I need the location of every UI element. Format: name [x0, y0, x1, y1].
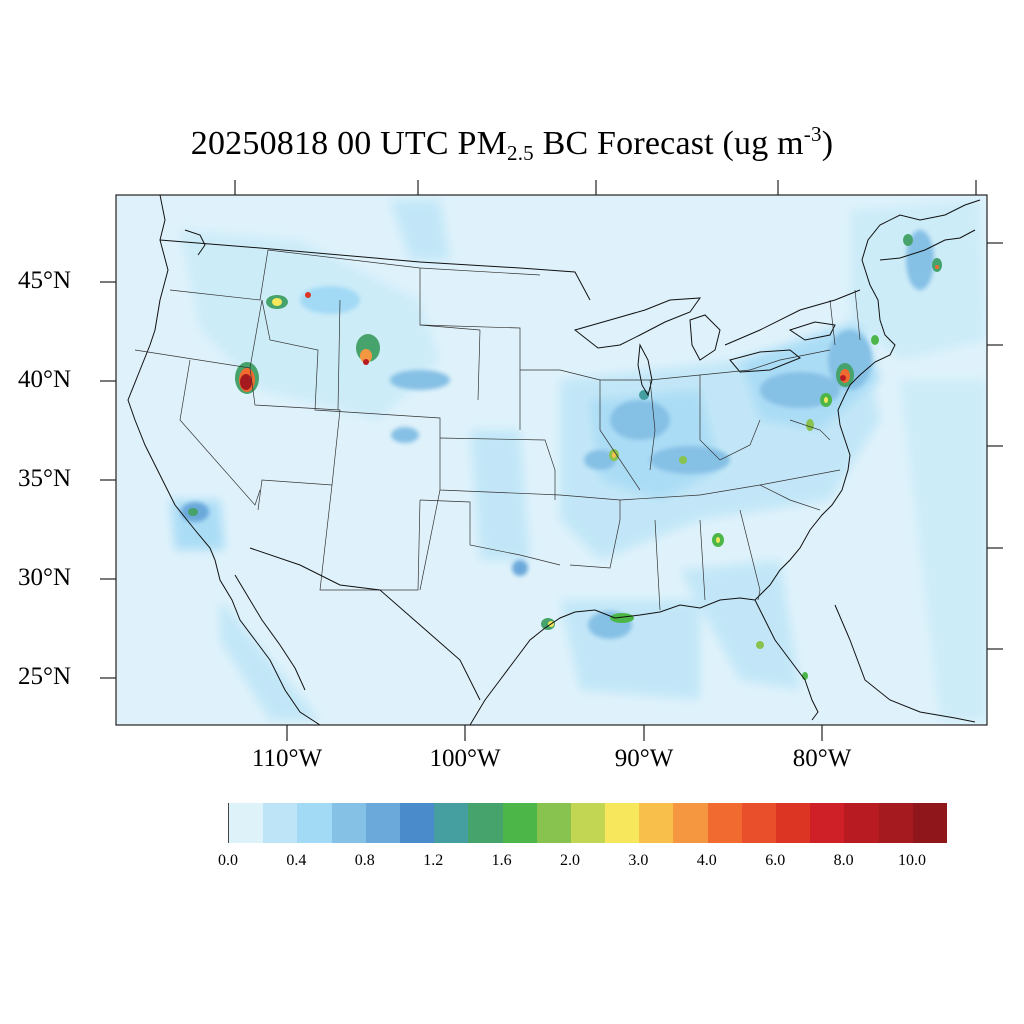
colorbar-label: 8.0 — [833, 852, 854, 869]
colorbar-label: 2.0 — [560, 852, 580, 869]
hotspot-markers — [188, 234, 942, 680]
colorbar-swatch-3 — [331, 803, 366, 843]
colorbar-swatch-1 — [263, 803, 298, 843]
colorbar-swatch-14 — [707, 803, 742, 843]
colorbar-swatch-11 — [605, 803, 640, 843]
lat-label-45: 45°N — [18, 267, 72, 294]
colorbar-swatch-18 — [844, 803, 879, 843]
colorbar-swatch-16 — [776, 803, 811, 843]
colorbar-swatch-7 — [468, 803, 503, 843]
colorbar-label: 10.0 — [898, 852, 926, 869]
colorbar-label: 3.0 — [628, 852, 649, 869]
colorbar-swatch-9 — [536, 803, 571, 843]
left-ticks — [100, 281, 116, 679]
colorbar-swatch-4 — [365, 803, 400, 843]
colorbar-swatch-10 — [570, 803, 606, 843]
lat-label-25: 25°N — [18, 663, 72, 690]
colorbar-swatch-19 — [878, 803, 913, 843]
colorbar — [228, 803, 947, 843]
great-lakes — [573, 297, 836, 397]
lon-label-110: 110°W — [251, 745, 323, 772]
map-title: 20250818 00 UTC PM2.5 BC Forecast (ug m-… — [190, 122, 834, 165]
colorbar-label: 0.8 — [354, 852, 375, 869]
colorbar-swatch-0 — [229, 803, 264, 843]
colorbar-label: 0.0 — [218, 852, 238, 869]
lon-label-80: 80°W — [792, 745, 852, 772]
colorbar-swatch-5 — [399, 803, 435, 843]
lat-label-40: 40°N — [18, 366, 72, 393]
coastline — [127, 195, 981, 725]
lon-label-100: 100°W — [429, 745, 501, 772]
colorbar-label: 4.0 — [696, 852, 717, 869]
colorbar-swatch-15 — [741, 803, 776, 843]
bottom-ticks — [286, 725, 823, 741]
colorbar-label: 1.6 — [491, 852, 512, 869]
lat-label-35: 35°N — [18, 465, 72, 492]
colorbar-swatch-13 — [673, 803, 708, 843]
map-frame — [115, 194, 988, 726]
concentration-field-mid — [181, 230, 934, 639]
hotspot-florida — [756, 641, 764, 649]
colorbar-swatch-17 — [810, 803, 845, 843]
lat-label-30: 30°N — [18, 564, 72, 591]
colorbar-swatch-2 — [297, 803, 332, 843]
lon-label-90: 90°W — [614, 745, 674, 772]
right-ticks — [987, 242, 1003, 650]
state-boundaries — [134, 249, 861, 611]
colorbar-label: 0.4 — [286, 852, 307, 869]
colorbar-swatch-6 — [434, 803, 469, 843]
colorbar-swatch-12 — [639, 803, 674, 843]
national-border — [159, 239, 861, 701]
hotspot-louisiana — [610, 613, 634, 623]
top-ticks — [234, 180, 977, 195]
colorbar-label: 1.2 — [423, 852, 444, 869]
colorbar-label: 6.0 — [765, 852, 786, 869]
colorbar-swatch-20 — [912, 803, 947, 843]
colorbar-swatch-8 — [502, 803, 537, 843]
hotspot-southern-california — [188, 508, 198, 516]
